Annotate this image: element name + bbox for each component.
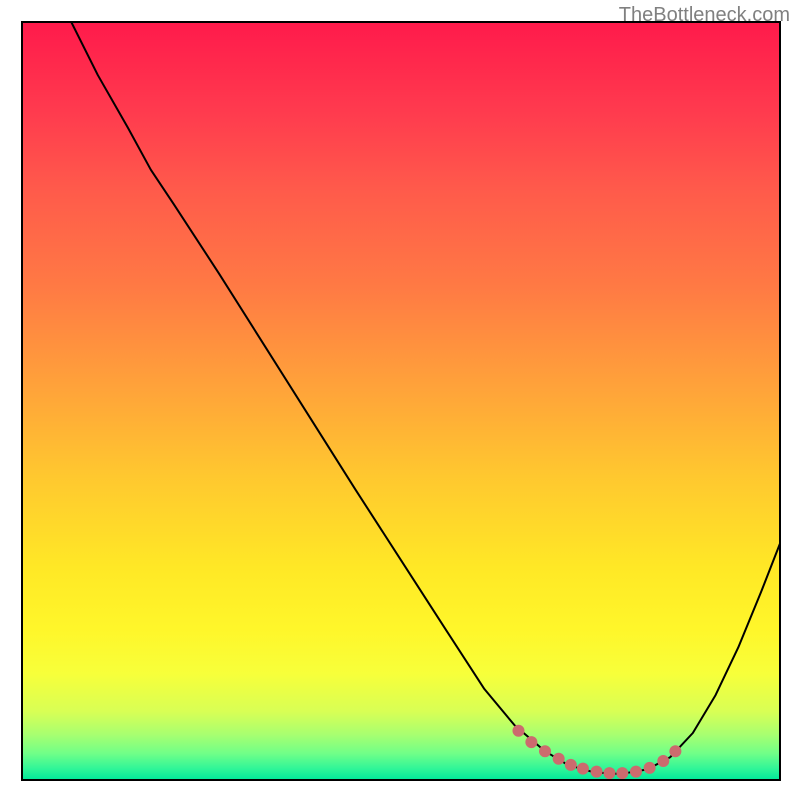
marker-point [603,767,615,779]
bottleneck-chart [0,0,800,800]
marker-point [591,766,603,778]
marker-point [539,745,551,757]
marker-point [644,762,656,774]
marker-point [525,736,537,748]
marker-point [616,767,628,779]
marker-point [669,745,681,757]
chart-stage: TheBottleneck.com [0,0,800,800]
marker-point [565,759,577,771]
marker-point [577,763,589,775]
marker-point [553,753,565,765]
gradient-background [22,22,780,780]
marker-point [657,755,669,767]
marker-point [512,725,524,737]
attribution-label: TheBottleneck.com [619,4,790,27]
marker-point [630,766,642,778]
